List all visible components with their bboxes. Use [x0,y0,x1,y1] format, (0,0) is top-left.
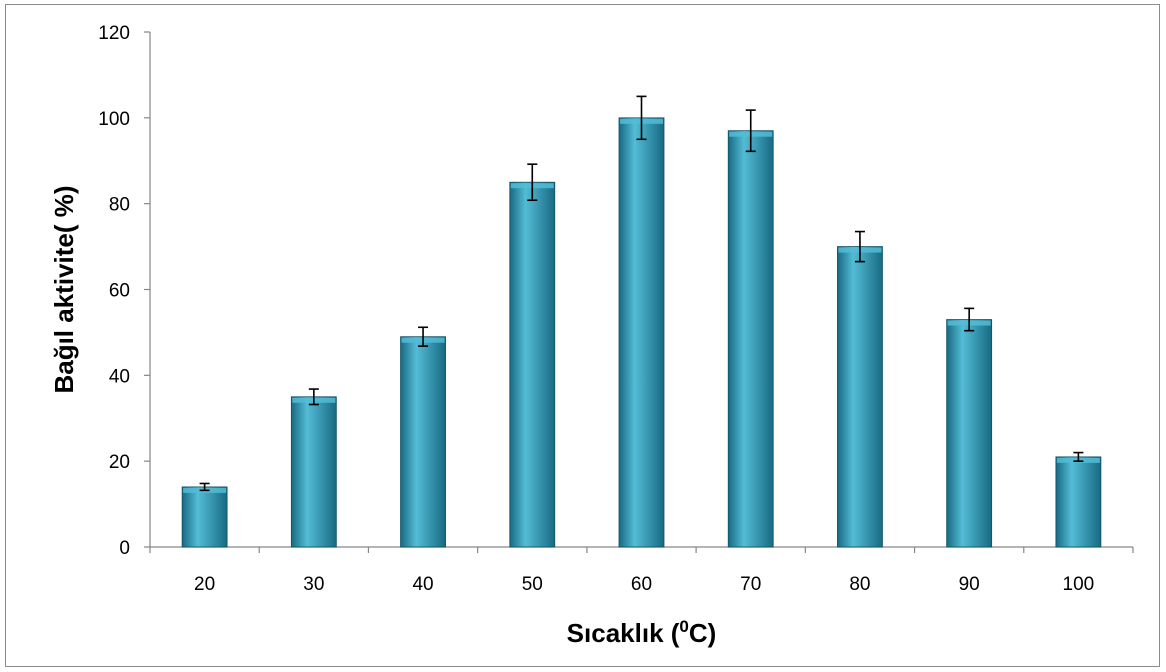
y-axis-title: Bağıl aktivite( %) [49,185,79,393]
x-tick-label: 60 [631,574,652,595]
bar-rect [1055,456,1102,548]
y-tick-label: 0 [119,538,130,559]
bar-rect [946,319,993,548]
x-tick-label: 90 [959,574,980,595]
bar-rect [727,130,774,548]
y-tick-label: 60 [109,281,130,302]
bar-rect [509,181,556,548]
x-tick-label: 100 [1063,574,1095,595]
bar-80 [837,246,883,548]
x-tick-label: 50 [522,574,543,595]
x-tick-label: 80 [849,574,870,595]
bars [181,117,1102,548]
bar-30 [290,396,337,548]
error-bars [199,95,1084,492]
error-bar-60 [636,95,647,141]
x-tick-label: 30 [303,574,324,595]
x-tick-label: 20 [194,574,215,595]
x-axis-title-suffix: C) [689,618,716,648]
x-tick-label: 40 [412,574,433,595]
y-tick-label: 100 [98,109,130,130]
bar-70 [727,130,774,548]
y-tick-label: 80 [109,195,130,216]
error-bar-50 [527,163,538,202]
bar-20 [181,486,228,548]
y-tick-label: 20 [109,452,130,473]
error-bar-20 [199,482,210,492]
y-tick-label: 40 [109,366,130,387]
x-axis-title: Sıcaklık (0C) [567,617,717,648]
x-axis-title-superscript: 0 [679,617,688,636]
bar-60 [618,117,665,548]
bar-40 [400,336,446,548]
bar-rect [837,246,883,548]
bar-rect [290,396,337,548]
error-bar-40 [418,326,429,347]
error-bar-100 [1073,451,1084,462]
bar-100 [1055,456,1102,548]
bar-rect [400,336,446,548]
x-tick-label: 70 [740,574,761,595]
bar-rect [181,486,228,548]
y-tick-label: 120 [98,23,130,44]
error-bar-70 [745,109,756,153]
bar-rect [618,117,665,548]
bar-50 [509,181,556,548]
error-bar-30 [308,388,319,406]
x-axis-title-main: Sıcaklık ( [567,618,680,648]
error-bar-90 [964,307,975,332]
error-bar-80 [854,230,865,263]
y-tick-labels: 0 20 40 60 80 100 120 [98,23,130,559]
bar-90 [946,319,993,548]
x-tick-labels: 20 30 40 50 60 70 80 90 100 [194,574,1094,595]
